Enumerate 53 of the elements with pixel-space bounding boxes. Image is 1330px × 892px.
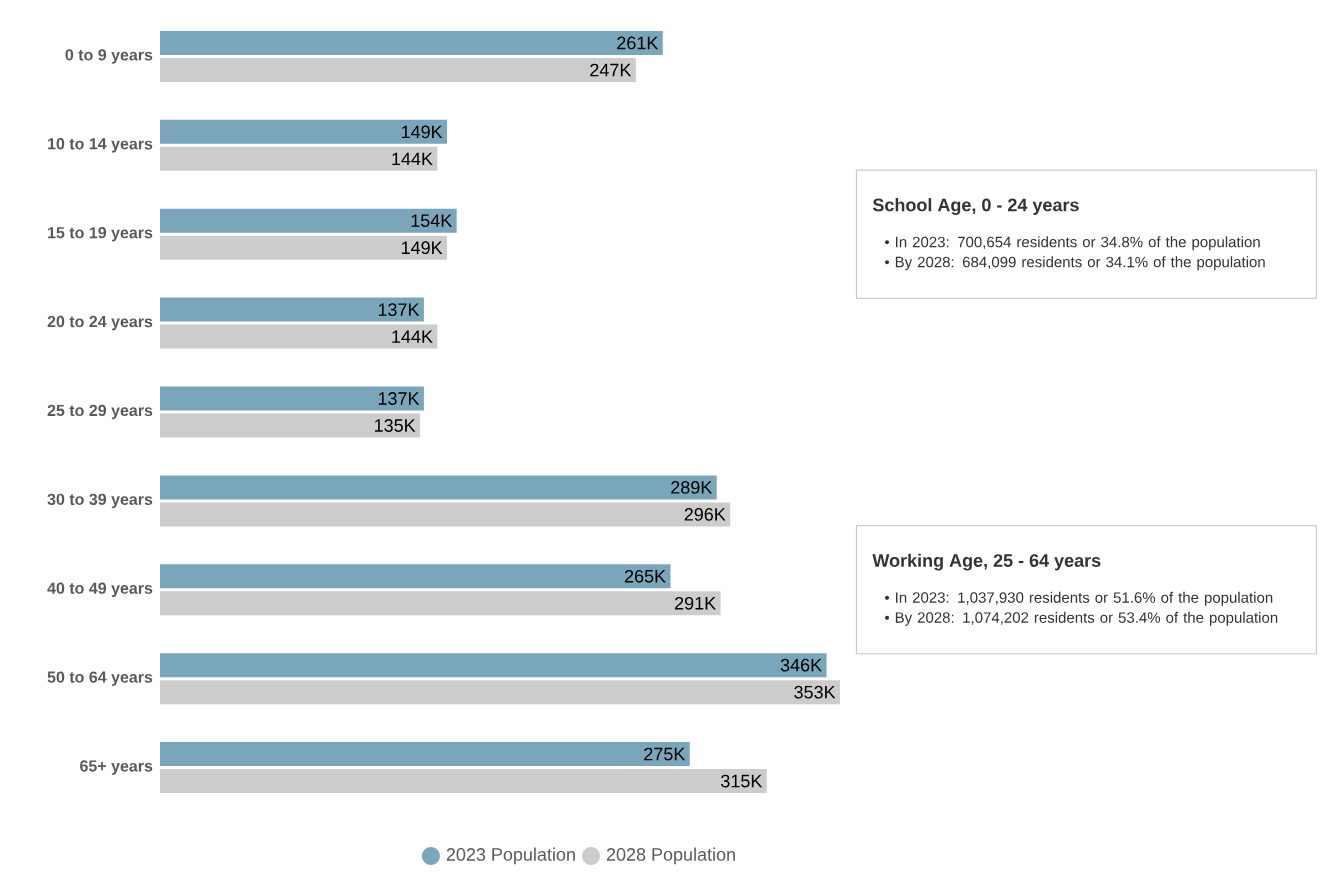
data-label: 265K: [624, 569, 666, 583]
y-tick-label: 10 to 14 years: [48, 138, 153, 153]
bar: [160, 502, 731, 527]
bar: [160, 475, 717, 500]
data-label: 149K: [401, 125, 443, 139]
bar: [160, 653, 827, 678]
data-label: 315K: [721, 774, 763, 788]
bar: [160, 119, 448, 144]
data-label: 346K: [780, 658, 822, 672]
text: • In 2023: 700,654 residents or 34.8% of the population: [885, 236, 1260, 251]
y-tick-label: 15 to 19 years: [48, 226, 153, 242]
y-tick-label: 0 to 9 years: [65, 49, 153, 64]
y-tick-label: 50 to 64 years: [47, 671, 153, 686]
data-label: 149K: [401, 241, 443, 255]
bar: [160, 324, 438, 349]
bar: [160, 57, 636, 82]
y-tick-label: 20 to 24 years: [47, 315, 153, 331]
data-label: 275K: [644, 747, 686, 761]
bar: [160, 564, 671, 589]
bar: [160, 591, 721, 616]
bar: [160, 146, 438, 171]
bar: [160, 30, 663, 55]
legend-label: 2028 Population: [606, 847, 735, 865]
text: • In 2023: 1,037,930 residents or 51.6% of the population: [885, 591, 1273, 606]
data-label: 296K: [684, 508, 726, 521]
text: • By 2028: 684,099 residents or 34.1% of the population: [885, 256, 1265, 271]
y-tick-label: 25 to 29 years: [47, 404, 153, 420]
text: School Age, 0 - 24 years: [872, 198, 1079, 215]
data-label: 261K: [617, 36, 659, 50]
data-label: 154K: [411, 214, 453, 228]
text: • By 2028: 1,074,202 residents or 53.4% of the population: [885, 611, 1278, 626]
y-tick-label: 65+ years: [80, 760, 153, 775]
bar: [160, 297, 424, 322]
legend-label: 2023 Population: [446, 847, 575, 865]
data-label: 144K: [392, 330, 433, 343]
bar: [160, 680, 841, 705]
bar: [160, 769, 767, 794]
data-label: 289K: [671, 481, 713, 494]
data-label: 137K: [378, 303, 420, 316]
data-label: 135K: [375, 419, 416, 432]
data-label: 291K: [675, 596, 716, 610]
bar: [160, 413, 421, 438]
bar: [160, 742, 690, 767]
data-label: 137K: [378, 392, 420, 405]
bar: [160, 208, 457, 233]
data-label: 353K: [794, 685, 836, 699]
bar: [160, 386, 424, 411]
bar: [160, 235, 448, 260]
data-label: 247K: [590, 63, 632, 77]
data-label: 144K: [392, 152, 433, 166]
text: Working Age, 25 - 64 years: [872, 553, 1101, 571]
y-tick-label: 30 to 39 years: [47, 493, 153, 509]
y-tick-label: 40 to 49 years: [47, 582, 153, 598]
